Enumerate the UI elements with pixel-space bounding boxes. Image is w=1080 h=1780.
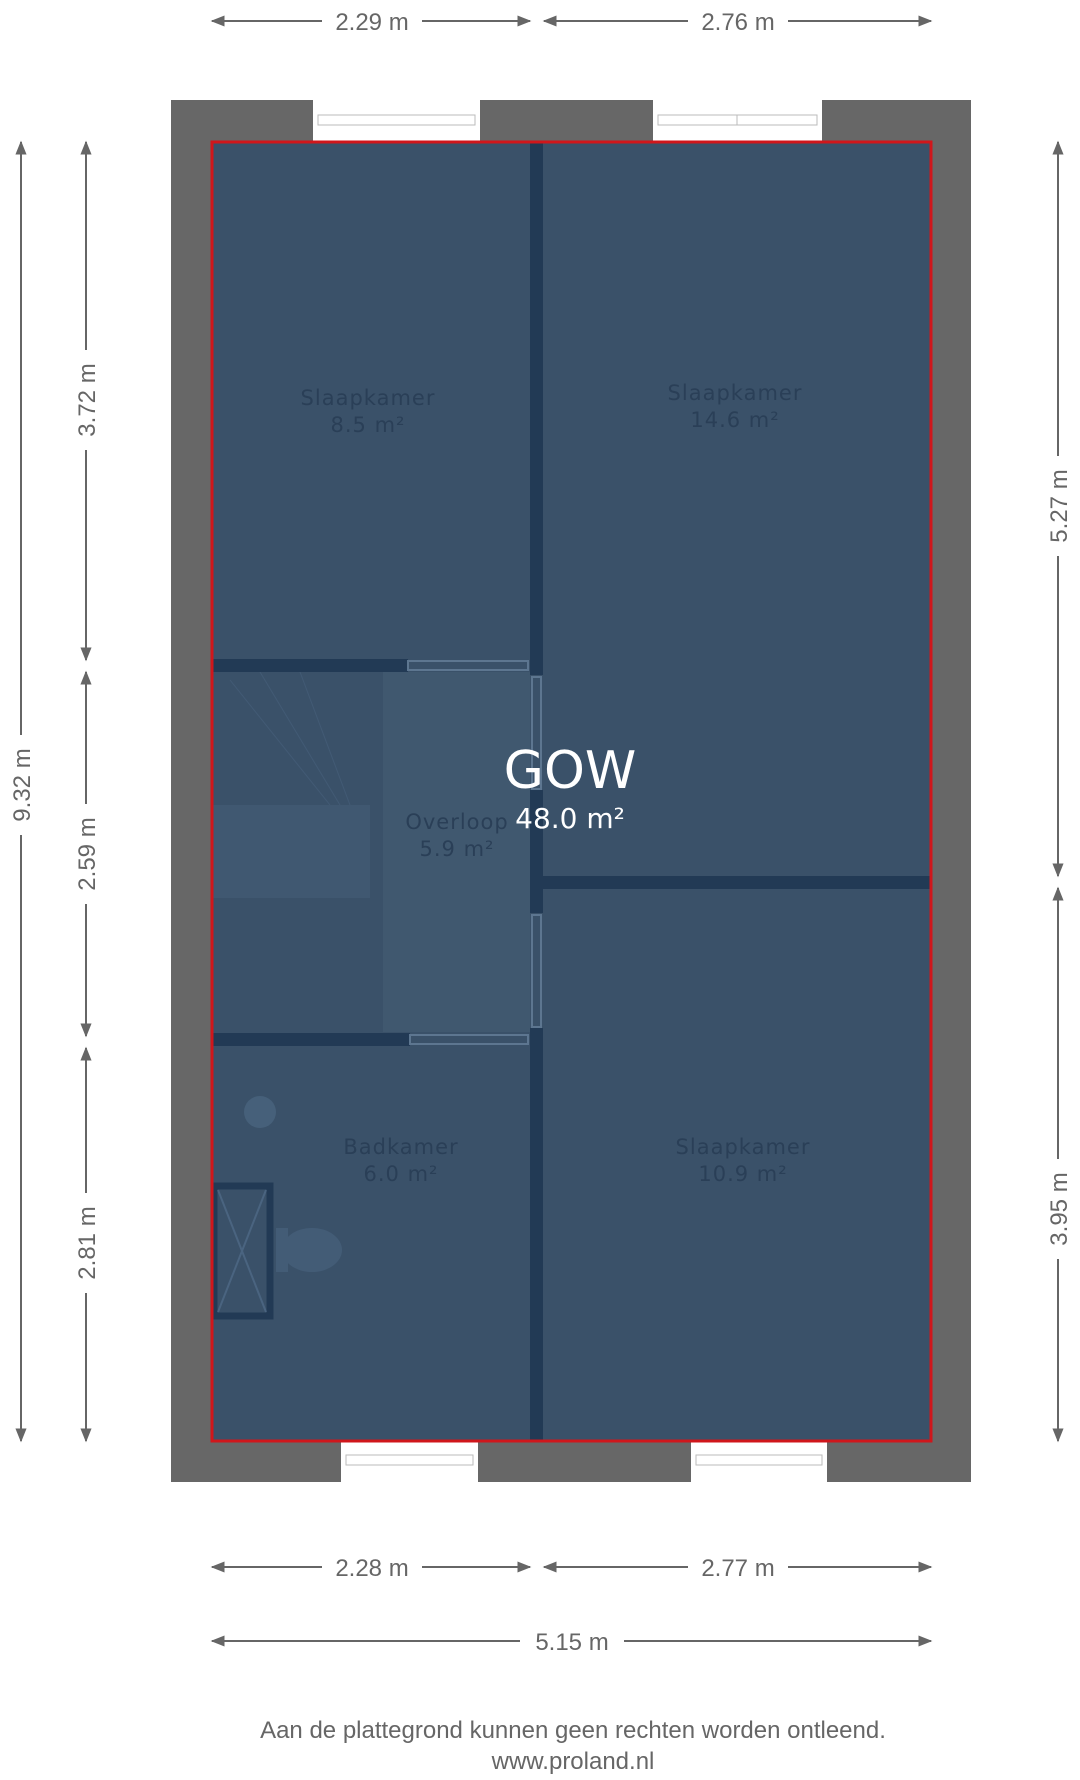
dim-bottom-left: 2.28 m [335,1555,408,1582]
room-name: Badkamer [343,1135,458,1159]
dim-left-2: 2.59 m [74,817,101,890]
room-area: 14.6 m² [690,408,779,432]
dim-left-3: 2.81 m [74,1206,101,1279]
window-bottom-left [341,1441,478,1482]
dim-bottom-right: 2.77 m [701,1555,774,1582]
window-bottom-right [691,1441,827,1482]
disclaimer: Aan de plattegrond kunnen geen rechten w… [260,1717,886,1744]
room-name: Slaapkamer [668,381,803,405]
dim-left-total: 9.32 m [9,748,36,821]
room-area: 8.5 m² [331,413,406,437]
dimension-labels: 2.29 m 2.76 m 2.28 m 2.77 m 5.15 m 9.32 … [6,6,1073,1656]
room-name: Slaapkamer [301,386,436,410]
overloop-area [383,672,530,1032]
room-area: 5.9 m² [420,837,495,861]
toilet [276,1228,342,1272]
dim-right-1: 5.27 m [1046,469,1073,542]
window-top-right [653,100,822,142]
website: www.proland.nl [491,1748,655,1775]
doors [407,660,542,1045]
sink [244,1096,276,1128]
dim-top-right: 2.76 m [701,9,774,36]
dim-bottom-total: 5.15 m [535,1629,608,1656]
window-top-left [313,100,480,142]
dim-top-left: 2.29 m [335,9,408,36]
room-area: 10.9 m² [698,1162,787,1186]
dim-left-1: 3.72 m [74,363,101,436]
plan-title: GOW [504,741,637,801]
inner-walls [212,142,931,1441]
gow-outline [210,140,933,1443]
shower [210,1182,274,1320]
dim-right-2: 3.95 m [1046,1172,1073,1245]
room-name: Slaapkamer [676,1135,811,1159]
stairs [212,671,370,898]
room-name: Overloop [405,810,508,834]
total-area: 48.0 m² [515,802,625,835]
room-area: 6.0 m² [364,1162,439,1186]
